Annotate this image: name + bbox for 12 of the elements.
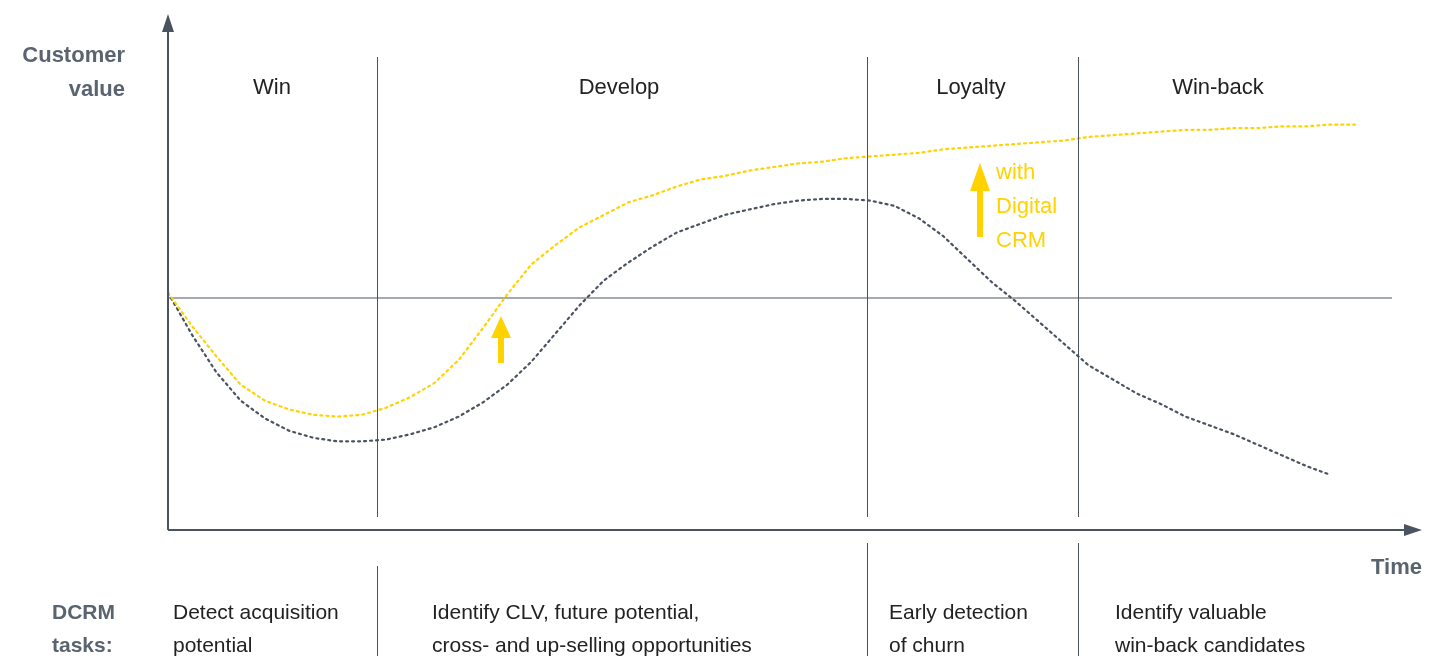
text: Detect acquisition potential	[173, 599, 339, 656]
text: DCRM tasks:	[52, 599, 115, 656]
y-axis-title: Customer value	[22, 42, 126, 102]
text: Identify CLV, future potential, cross- and up-selling opportunities	[432, 599, 752, 656]
series-label: with Digital CRM	[995, 159, 1058, 253]
text: Win	[253, 74, 291, 100]
text: Loyalty	[936, 74, 1006, 100]
x-axis-title: Time	[1371, 554, 1422, 580]
text: Identify valuable win-back candidates	[1114, 599, 1306, 656]
text: Early detection of churn	[889, 599, 1028, 656]
text: Develop	[578, 74, 660, 100]
text: Win-back	[1172, 74, 1265, 100]
